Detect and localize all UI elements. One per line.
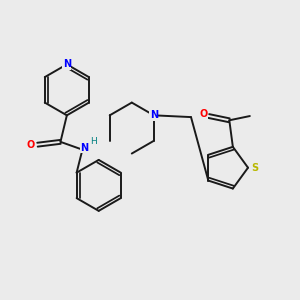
Text: N: N bbox=[80, 143, 88, 153]
Text: N: N bbox=[63, 59, 71, 69]
Text: O: O bbox=[27, 140, 35, 150]
Text: H: H bbox=[90, 137, 97, 146]
Text: N: N bbox=[150, 110, 158, 120]
Text: S: S bbox=[251, 164, 259, 173]
Text: O: O bbox=[200, 109, 208, 119]
